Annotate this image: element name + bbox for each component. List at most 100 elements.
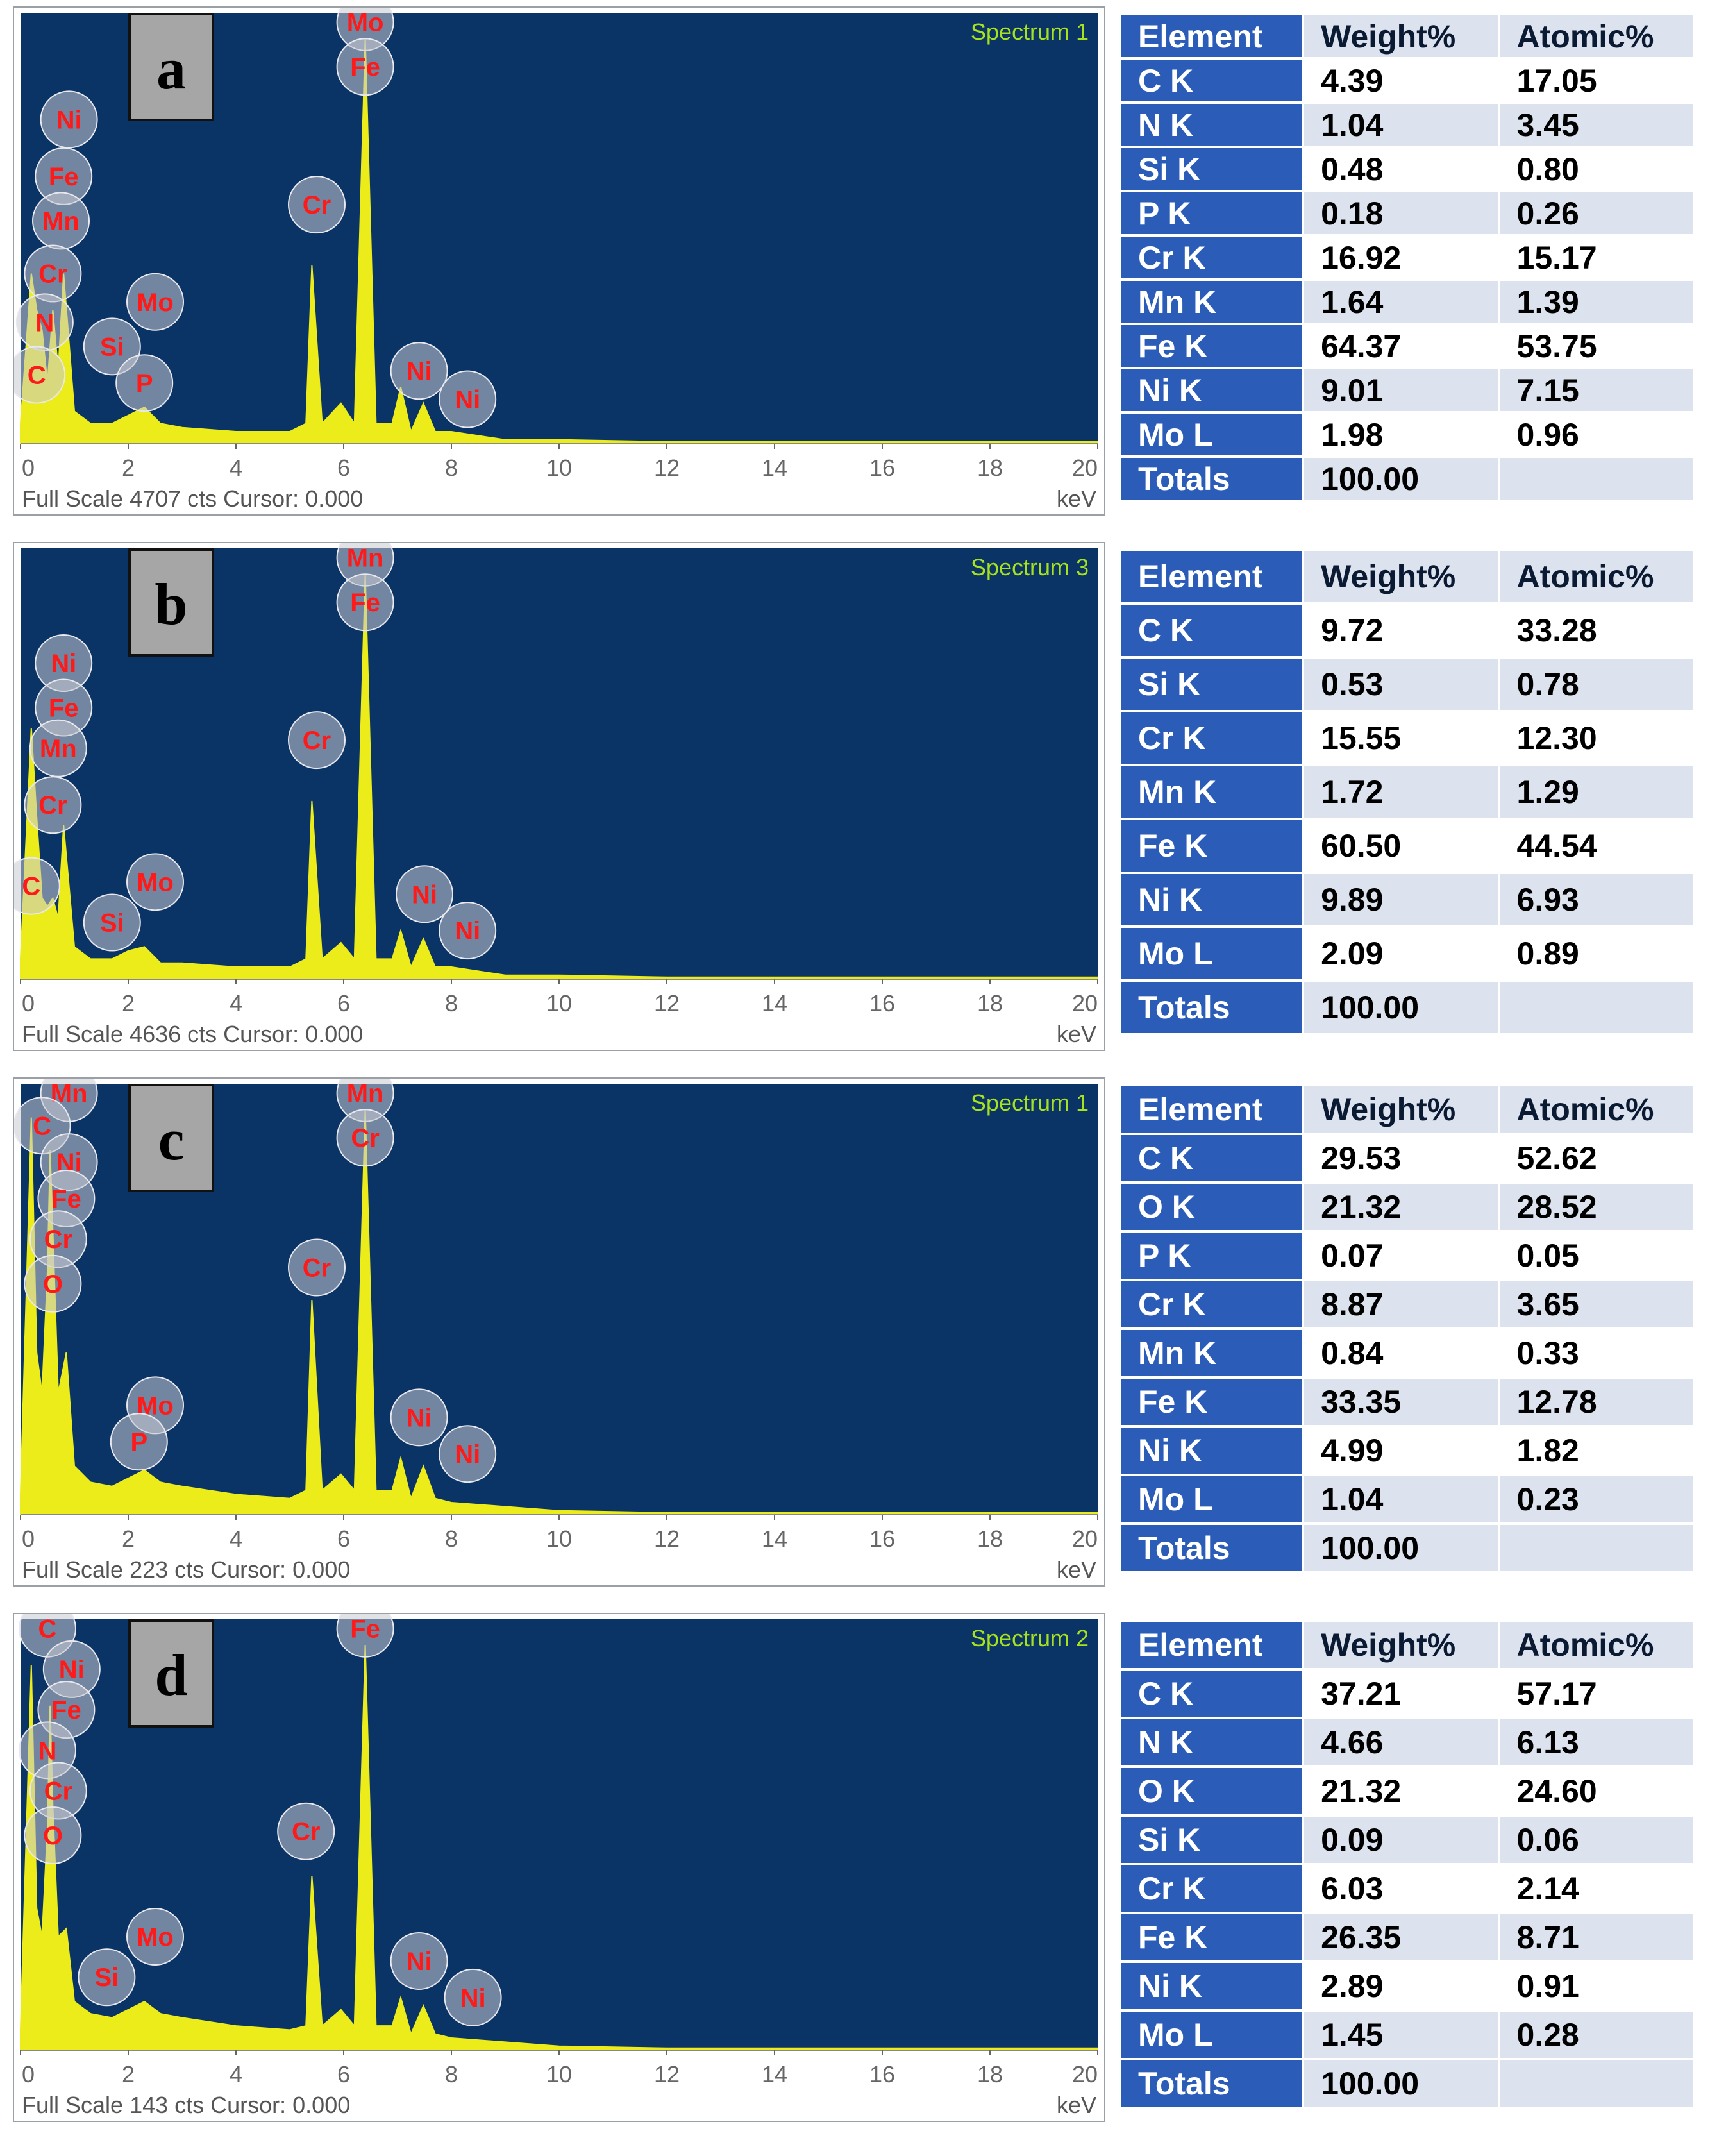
table-header-row: Element Weight% Atomic% xyxy=(1121,1622,1693,1668)
x-tick-label: 20 xyxy=(1072,455,1098,481)
element-cell: Mo L xyxy=(1121,1476,1302,1522)
totals-weight: 100.00 xyxy=(1304,458,1498,500)
element-cell: N K xyxy=(1121,104,1302,146)
totals-row: Totals 100.00 xyxy=(1121,982,1693,1033)
table-header-cell: Element xyxy=(1121,15,1302,57)
peak-label: Mn xyxy=(42,207,80,235)
table-row: Cr K 15.55 12.30 xyxy=(1121,712,1693,764)
element-cell: Cr K xyxy=(1121,237,1302,278)
x-tick-label: 16 xyxy=(869,2061,895,2087)
x-tick-label: 4 xyxy=(230,455,242,481)
table-row: Mo L 1.04 0.23 xyxy=(1121,1476,1693,1522)
x-tick-label: 6 xyxy=(337,1526,350,1552)
panel-label-box xyxy=(128,1619,214,1728)
peak-label: Ni xyxy=(56,106,82,134)
peak-label-halo xyxy=(336,38,394,96)
weight-cell: 2.09 xyxy=(1304,928,1498,979)
table-row: Fe K 33.35 12.78 xyxy=(1121,1379,1693,1425)
atomic-cell: 17.05 xyxy=(1500,60,1693,101)
peak-label: Fe xyxy=(350,53,380,81)
atomic-cell: 0.89 xyxy=(1500,928,1693,979)
element-cell: Mo L xyxy=(1121,928,1302,979)
panel-label-box xyxy=(128,13,214,121)
x-unit-label: keV xyxy=(1057,1556,1096,1583)
peak-label: Si xyxy=(100,909,124,938)
peak-label: Ni xyxy=(455,917,480,945)
table-header-cell: Element xyxy=(1121,1622,1302,1668)
peak-label-halo xyxy=(83,893,141,952)
peak-label-halo xyxy=(439,1425,497,1483)
spectrum-title: Spectrum 2 xyxy=(971,1625,1089,1651)
table-row: Ni K 9.01 7.15 xyxy=(1121,369,1693,411)
weight-cell: 64.37 xyxy=(1304,325,1498,367)
peak-label-halo xyxy=(439,902,497,960)
atomic-cell: 24.60 xyxy=(1500,1768,1693,1814)
weight-cell: 21.32 xyxy=(1304,1184,1498,1230)
table-row: Mo L 2.09 0.89 xyxy=(1121,928,1693,979)
x-tick-label: 18 xyxy=(977,990,1003,1016)
weight-cell: 4.66 xyxy=(1304,1719,1498,1765)
atomic-cell: 7.15 xyxy=(1500,369,1693,411)
peak-label-halo xyxy=(336,1109,394,1167)
panel-c: 0 2 4 6 8 10 12 14 16 18 20 Full Scale 223 cts Curs… xyxy=(0,1071,1710,1597)
peak-label: Cr xyxy=(303,727,331,755)
weight-cell: 60.50 xyxy=(1304,820,1498,872)
element-cell: O K xyxy=(1121,1184,1302,1230)
peak-label-halo xyxy=(78,1948,136,2007)
x-tick-label: 0 xyxy=(22,455,35,481)
element-cell: Cr K xyxy=(1121,1865,1302,1912)
footer-text: Full Scale 223 cts Cursor: 0.000 xyxy=(22,1556,350,1583)
totals-row: Totals 100.00 xyxy=(1121,2060,1693,2107)
peak-label-halo xyxy=(14,857,60,915)
peak-label-halo xyxy=(390,1388,448,1447)
table-header-row: Element Weight% Atomic% xyxy=(1121,551,1693,602)
peak-label: Cr xyxy=(351,1124,379,1152)
weight-cell: 21.32 xyxy=(1304,1768,1498,1814)
peak-label-halo xyxy=(29,719,87,777)
peak-label-halo xyxy=(14,346,66,404)
atomic-cell: 0.26 xyxy=(1500,192,1693,234)
atomic-cell: 15.17 xyxy=(1500,237,1693,278)
totals-atomic xyxy=(1500,1525,1693,1571)
weight-cell: 1.45 xyxy=(1304,2012,1498,2058)
x-tick-label: 14 xyxy=(762,455,787,481)
table-row: Cr K 16.92 15.17 xyxy=(1121,237,1693,278)
panel-a: 0 2 4 6 8 10 12 14 16 18 20 Full Scale 4707 cts Cur… xyxy=(0,0,1710,526)
x-tick-label: 14 xyxy=(762,1526,787,1552)
element-cell: Ni K xyxy=(1121,874,1302,925)
atomic-cell: 3.65 xyxy=(1500,1281,1693,1327)
totals-atomic xyxy=(1500,458,1693,500)
panel-label: c xyxy=(158,1107,185,1172)
spectrum-title: Spectrum 1 xyxy=(971,1090,1089,1116)
x-tick-label: 16 xyxy=(869,990,895,1016)
peak-label: P xyxy=(136,369,153,398)
totals-row: Totals 100.00 xyxy=(1121,458,1693,500)
peak-label: Cr xyxy=(44,1778,72,1806)
x-tick-label: 20 xyxy=(1072,990,1098,1016)
atomic-cell: 28.52 xyxy=(1500,1184,1693,1230)
peak-label: N xyxy=(38,1737,57,1765)
eds-spectrum-chart: 0 2 4 6 8 10 12 14 16 18 20 Full Scale 143 cts Curs… xyxy=(13,1613,1105,2122)
x-tick-label: 10 xyxy=(546,990,572,1016)
peak-label-halo xyxy=(288,1238,346,1297)
panel-d: 0 2 4 6 8 10 12 14 16 18 20 Full Scale 143 cts Curs… xyxy=(0,1606,1710,2132)
composition-table: Element Weight% Atomic% C K 29.53 52.62 O K 21.… xyxy=(1119,1084,1696,1574)
weight-cell: 2.89 xyxy=(1304,1963,1498,2009)
totals-atomic xyxy=(1500,2060,1693,2107)
peak-label: N xyxy=(35,308,54,337)
atomic-cell: 0.28 xyxy=(1500,2012,1693,2058)
x-tick-label: 4 xyxy=(230,2061,242,2087)
x-tick-label: 4 xyxy=(230,990,242,1016)
totals-weight: 100.00 xyxy=(1304,982,1498,1033)
x-tick-label: 8 xyxy=(445,1526,458,1552)
atomic-cell: 0.80 xyxy=(1500,148,1693,190)
x-tick-label: 8 xyxy=(445,455,458,481)
table-row: Ni K 4.99 1.82 xyxy=(1121,1428,1693,1474)
table-row: Mo L 1.98 0.96 xyxy=(1121,414,1693,455)
totals-weight: 100.00 xyxy=(1304,1525,1498,1571)
x-tick-label: 0 xyxy=(22,2061,35,2087)
totals-label: Totals xyxy=(1121,2060,1302,2107)
element-cell: Mn K xyxy=(1121,766,1302,818)
x-tick-label: 14 xyxy=(762,2061,787,2087)
table-row: Si K 0.48 0.80 xyxy=(1121,148,1693,190)
